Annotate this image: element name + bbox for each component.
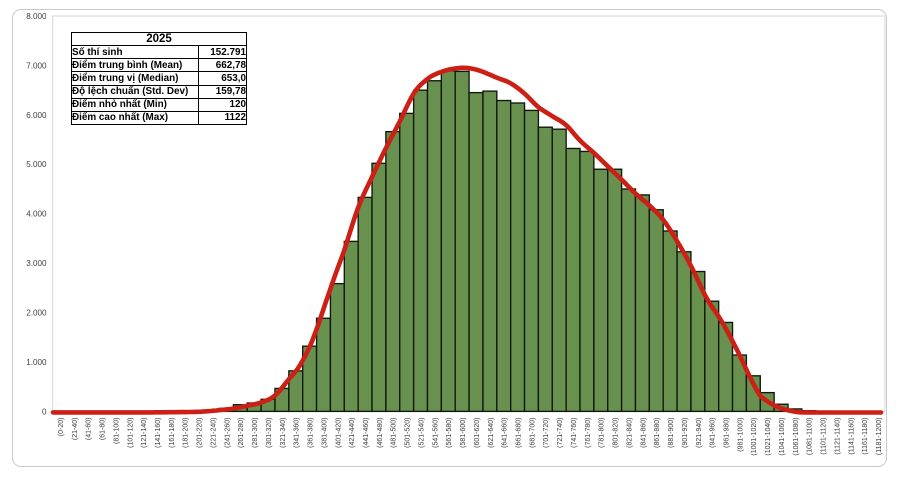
svg-text:(881-900): (881-900)	[668, 418, 675, 448]
svg-text:1.000: 1.000	[26, 358, 47, 367]
svg-text:(361-380): (361-380)	[308, 418, 315, 448]
svg-text:(621-640): (621-640)	[488, 418, 495, 448]
svg-text:(481-500): (481-500)	[391, 418, 398, 448]
svg-text:(641-660): (641-660)	[502, 418, 509, 448]
svg-text:(581-600): (581-600)	[460, 418, 467, 448]
svg-text:5.000: 5.000	[26, 160, 47, 169]
svg-text:(921-940): (921-940)	[696, 418, 703, 448]
svg-text:(101-120): (101-120)	[127, 418, 134, 448]
svg-text:(421-440): (421-440)	[349, 418, 356, 448]
svg-text:(761-780): (761-780)	[585, 418, 592, 448]
svg-text:(281-300): (281-300)	[252, 418, 259, 448]
svg-text:(681-700): (681-700)	[529, 418, 536, 448]
svg-text:(781-800): (781-800)	[599, 418, 606, 448]
svg-text:(21-40): (21-40)	[72, 418, 79, 441]
svg-text:(1101-1120): (1101-1120)	[821, 418, 828, 455]
svg-text:(1061-1080): (1061-1080)	[793, 418, 800, 456]
svg-text:(721-740): (721-740)	[557, 418, 564, 448]
svg-text:(1141-1160): (1141-1160)	[848, 418, 855, 455]
svg-text:(81-100): (81-100)	[113, 418, 120, 444]
svg-text:(261-280): (261-280)	[238, 418, 245, 448]
svg-text:(741-760): (741-760)	[571, 418, 578, 448]
svg-text:(0-20): (0-20)	[58, 418, 65, 437]
svg-text:6.000: 6.000	[26, 111, 47, 120]
svg-text:0: 0	[42, 407, 47, 416]
svg-text:(981-1000): (981-1000)	[737, 418, 744, 452]
svg-text:3.000: 3.000	[26, 259, 47, 268]
svg-text:(301-320): (301-320)	[266, 418, 273, 448]
svg-text:(61-80): (61-80)	[100, 418, 107, 441]
svg-text:(841-860): (841-860)	[640, 418, 647, 448]
svg-text:(941-960): (941-960)	[710, 418, 717, 448]
svg-text:(461-480): (461-480)	[377, 418, 384, 448]
svg-text:(181-200): (181-200)	[183, 418, 190, 448]
svg-text:(401-420): (401-420)	[335, 418, 342, 448]
svg-text:(1021-1040): (1021-1040)	[765, 418, 772, 456]
svg-text:(601-620): (601-620)	[474, 418, 481, 448]
svg-text:(541-560): (541-560)	[432, 418, 439, 448]
svg-text:2.000: 2.000	[26, 309, 47, 318]
svg-text:(961-980): (961-980)	[724, 418, 731, 448]
svg-text:(1121-1140): (1121-1140)	[834, 418, 841, 455]
svg-text:(661-680): (661-680)	[516, 418, 523, 448]
svg-text:(381-400): (381-400)	[321, 418, 328, 448]
svg-text:(201-220): (201-220)	[197, 418, 204, 448]
svg-text:(221-240): (221-240)	[210, 418, 217, 448]
svg-text:8.000: 8.000	[26, 12, 47, 21]
svg-text:(1041-1060): (1041-1060)	[779, 418, 786, 456]
svg-text:(861-880): (861-880)	[654, 418, 661, 448]
svg-text:(561-580): (561-580)	[446, 418, 453, 448]
svg-text:(1081-1100): (1081-1100)	[807, 418, 814, 456]
svg-text:(1001-1020): (1001-1020)	[751, 418, 758, 456]
svg-text:(121-140): (121-140)	[141, 418, 148, 448]
svg-text:(821-840): (821-840)	[626, 418, 633, 448]
svg-text:(1181-1200): (1181-1200)	[876, 418, 883, 456]
svg-text:(241-260): (241-260)	[224, 418, 231, 448]
svg-text:(321-340): (321-340)	[280, 418, 287, 448]
svg-text:(41-60): (41-60)	[86, 418, 93, 441]
svg-text:4.000: 4.000	[26, 210, 47, 219]
svg-text:(341-360): (341-360)	[294, 418, 301, 448]
svg-text:(901-920): (901-920)	[682, 418, 689, 448]
svg-text:(441-460): (441-460)	[363, 418, 370, 448]
svg-text:7.000: 7.000	[26, 61, 47, 70]
svg-text:(1161-1180): (1161-1180)	[862, 418, 869, 455]
svg-text:(701-720): (701-720)	[543, 418, 550, 448]
svg-text:(801-820): (801-820)	[613, 418, 620, 448]
svg-text:(521-540): (521-540)	[418, 418, 425, 448]
svg-text:(161-180): (161-180)	[169, 418, 176, 448]
svg-text:(501-520): (501-520)	[405, 418, 412, 448]
svg-text:(141-160): (141-160)	[155, 418, 162, 448]
